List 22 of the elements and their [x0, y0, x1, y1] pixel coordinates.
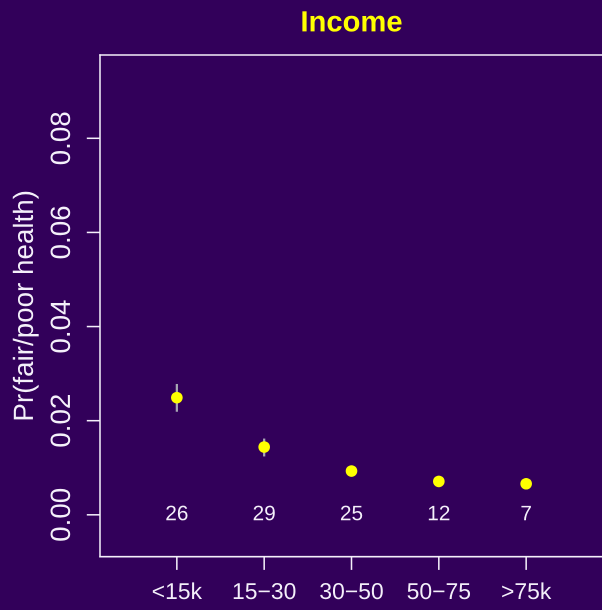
annotation: 25 — [340, 506, 362, 520]
x-tick-label: >75k — [502, 582, 552, 600]
x-tick-label: 30−50 — [320, 583, 383, 600]
x-tick-label: 50−75 — [408, 583, 470, 600]
y-tick-label: 0.08 — [50, 112, 70, 164]
annotation: 29 — [254, 506, 275, 520]
annotation: 26 — [166, 506, 188, 520]
annotation: 12 — [428, 506, 450, 520]
point — [258, 441, 270, 453]
point — [346, 465, 358, 477]
x-tick-label: <15k — [152, 582, 202, 600]
point — [520, 478, 532, 490]
y-axis-title: Pr(fair/poor health) — [12, 192, 39, 420]
point — [433, 476, 445, 488]
y-tick-label: 0.06 — [50, 206, 70, 258]
y-tick-label: 0.00 — [50, 488, 70, 541]
y-tick-label: 0.02 — [50, 395, 70, 447]
annotation: 7 — [521, 506, 531, 520]
point — [171, 392, 183, 404]
chart-title: Income — [302, 11, 402, 32]
x-tick-label: 15−30 — [234, 583, 296, 600]
y-tick-label: 0.04 — [50, 300, 70, 352]
